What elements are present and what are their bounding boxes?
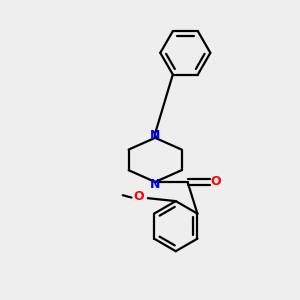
Text: O: O [211, 176, 221, 188]
Text: O: O [133, 190, 144, 203]
Text: N: N [150, 129, 160, 142]
Text: N: N [150, 178, 160, 191]
